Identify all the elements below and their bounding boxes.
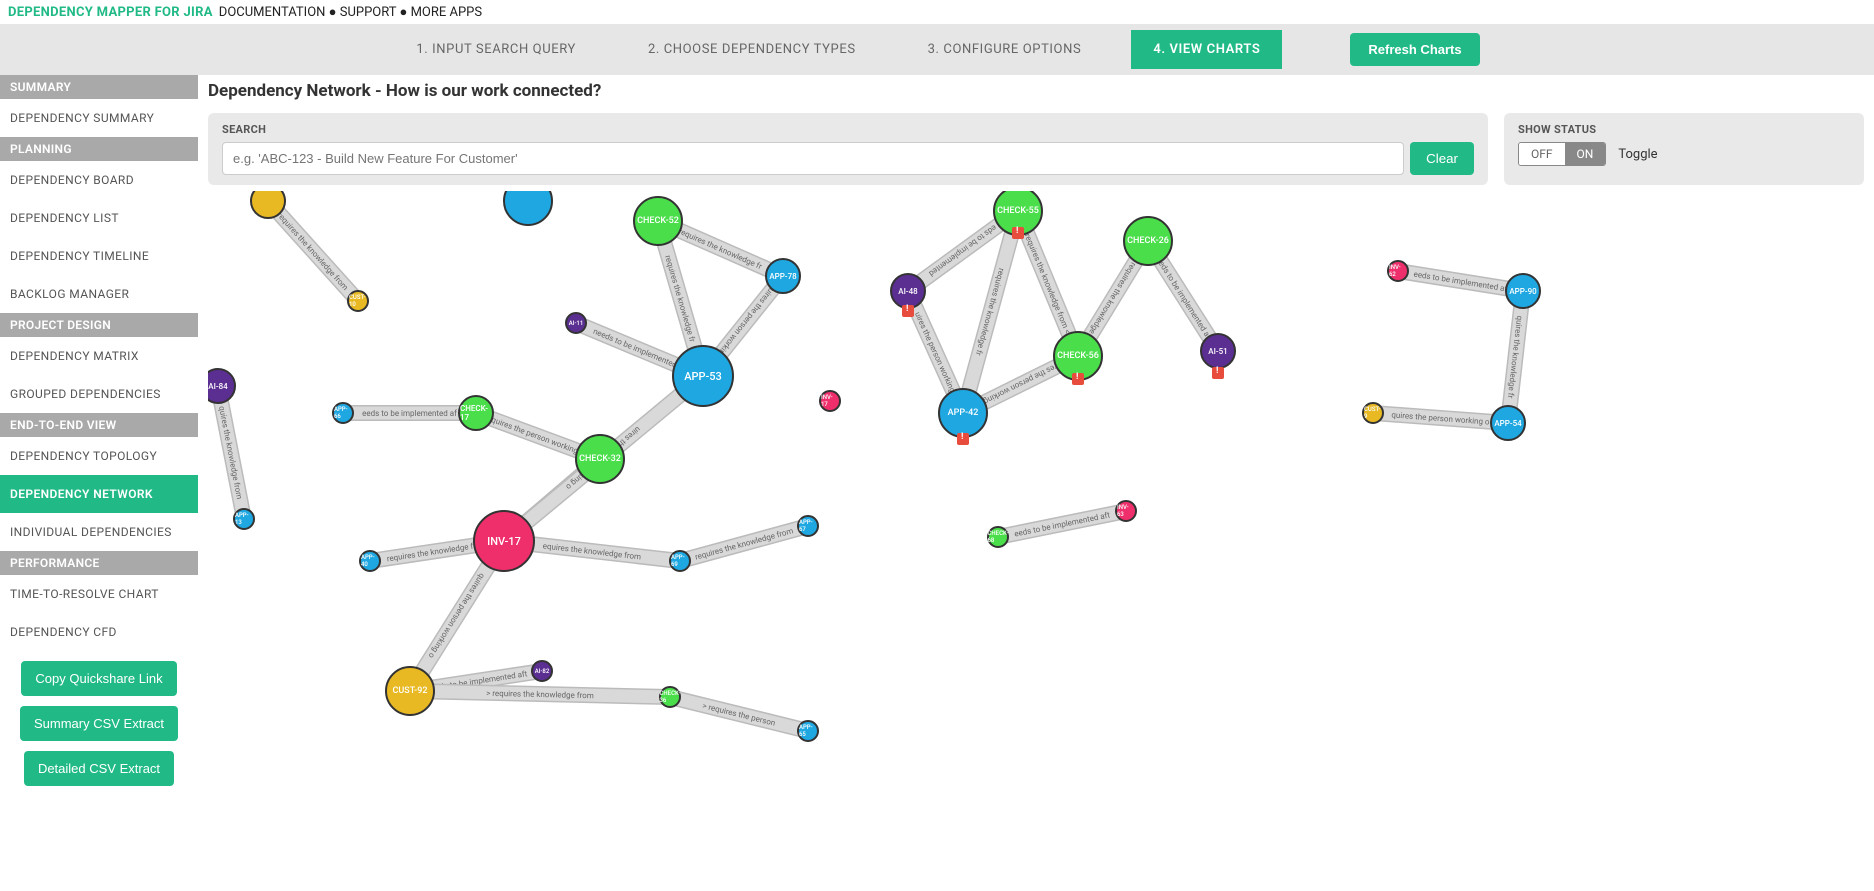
graph-node-AI-11[interactable]: AI-11 [565,312,587,334]
sidebar-item-backlog-manager[interactable]: BACKLOG MANAGER [0,275,198,313]
svg-text:requires the knowledge from: requires the knowledge from [694,526,794,561]
svg-text:requires the knowledge from: requires the knowledge from [275,211,350,292]
toggle-on: ON [1565,143,1606,165]
sidebar-section-head: SUMMARY [0,75,198,99]
sidebar-section-head: PLANNING [0,137,198,161]
sidebar-item-dependency-network[interactable]: DEPENDENCY NETWORK [0,475,198,513]
step-1[interactable]: 1. INPUT SEARCH QUERY [394,30,598,69]
sidebar-item-individual-dependencies[interactable]: INDIVIDUAL DEPENDENCIES [0,513,198,551]
svg-text:requires the knowledge: requires the knowledge [1087,261,1138,336]
svg-text:quires the person working o: quires the person working o [426,572,486,661]
warning-icon [902,305,914,317]
search-label: SEARCH [222,123,1474,136]
svg-text:requires the knowledge fr: requires the knowledge fr [663,254,697,343]
svg-text:uires the person working: uires the person working [913,311,957,394]
top-nav: DOCUMENTATION ● SUPPORT ● MORE APPS [219,4,482,20]
status-label: SHOW STATUS [1518,123,1850,136]
sidebar-button-summary-csv-extract[interactable]: Summary CSV Extract [20,706,178,741]
clear-button[interactable]: Clear [1410,142,1474,175]
toggle-off: OFF [1519,143,1565,165]
graph-node-AI-82[interactable]: AI-82 [531,660,553,682]
sidebar-section-head: END-TO-END VIEW [0,413,198,437]
svg-text:needs to be implemented af: needs to be implemented af [1152,252,1213,341]
graph-node-APP-78[interactable]: APP-78 [765,258,801,294]
sidebar-section-head: PERFORMANCE [0,551,198,575]
sidebar-button-detailed-csv-extract[interactable]: Detailed CSV Extract [24,751,174,786]
status-toggle[interactable]: OFF ON [1518,142,1606,166]
step-3[interactable]: 3. CONFIGURE OPTIONS [906,30,1104,69]
nav-more-apps[interactable]: MORE APPS [411,5,483,20]
sidebar-item-dependency-matrix[interactable]: DEPENDENCY MATRIX [0,337,198,375]
graph-node-APP-69[interactable]: APP-69 [669,550,691,572]
sidebar-item-dependency-list[interactable]: DEPENDENCY LIST [0,199,198,237]
graph-node-APP-42[interactable]: APP-42 [938,388,988,438]
graph-node-CHECK-36[interactable]: CHECK-36 [659,686,681,708]
search-panel: SEARCH Clear [208,113,1488,185]
graph-node-APP-65[interactable]: APP-65 [797,720,819,742]
nav-support[interactable]: SUPPORT [340,5,397,20]
graph-node-CHECK-26[interactable]: CHECK-26 [1123,216,1173,266]
sidebar-item-dependency-board[interactable]: DEPENDENCY BOARD [0,161,198,199]
status-panel: SHOW STATUS OFF ON Toggle [1504,113,1864,185]
step-4[interactable]: 4. VIEW CHARTS [1131,30,1282,69]
toggle-text: Toggle [1618,147,1657,162]
graph-node-APP-40[interactable]: APP-40 [359,550,381,572]
sidebar-item-dependency-cfd[interactable]: DEPENDENCY CFD [0,613,198,651]
nav-documentation[interactable]: DOCUMENTATION [219,5,326,20]
graph-node-APP-53[interactable]: APP-53 [672,345,734,407]
svg-text:requires the knowledge fr: requires the knowledge fr [677,227,763,272]
graph-node-APP-54[interactable]: APP-54 [1490,405,1526,441]
graph-node-CHECK-52[interactable]: CHECK-52 [633,196,683,246]
sidebar-section-head: PROJECT DESIGN [0,313,198,337]
warning-icon [1012,227,1024,239]
graph-node-CUST-10[interactable]: CUST-10 [347,290,369,312]
warning-icon [957,433,969,445]
graph-node-INV-17[interactable]: INV-17 [473,510,535,572]
graph-node-AI-51[interactable]: AI-51 [1200,333,1236,369]
graph-node-CUST-92[interactable]: CUST-92 [385,666,435,716]
sidebar-item-grouped-dependencies[interactable]: GROUPED DEPENDENCIES [0,375,198,413]
svg-text:eeds to be implemented af: eeds to be implemented af [362,409,457,418]
sidebar-button-copy-quickshare-link[interactable]: Copy Quickshare Link [21,661,176,696]
search-input[interactable] [222,142,1404,175]
svg-text:eds to be implemented: eds to be implemented [927,223,998,278]
step-2[interactable]: 2. CHOOSE DEPENDENCY TYPES [626,30,878,69]
warning-icon [1212,367,1224,379]
graph-node-CHECK-17[interactable]: CHECK-17 [458,395,494,431]
page-title: Dependency Network - How is our work con… [208,81,1864,101]
refresh-charts-button[interactable]: Refresh Charts [1350,33,1479,66]
steps-bar: 1. INPUT SEARCH QUERY 2. CHOOSE DEPENDEN… [0,24,1874,75]
graph-node-INV-63[interactable]: INV-63 [1115,500,1137,522]
app-logo: DEPENDENCY MAPPER FOR JIRA [8,5,213,20]
warning-icon [1072,373,1084,385]
sidebar-item-dependency-summary[interactable]: DEPENDENCY SUMMARY [0,99,198,137]
graph-node-CHECK-68[interactable]: CHECK-68 [987,526,1009,548]
graph-node-APP-66[interactable]: APP-66 [332,402,354,424]
graph-node-CHECK-32[interactable]: CHECK-32 [575,434,625,484]
svg-text:requires the knowledge from <: requires the knowledge from < [1023,232,1072,335]
sidebar-item-time-to-resolve-chart[interactable]: TIME-TO-RESOLVE CHART [0,575,198,613]
sidebar-item-dependency-timeline[interactable]: DEPENDENCY TIMELINE [0,237,198,275]
graph-node-CUST-9[interactable]: CUST-9 [1362,402,1384,424]
svg-text:uires the person working o: uires the person working o [976,359,1065,409]
graph-node-APP-67[interactable]: APP-67 [797,515,819,537]
graph-node-APP-90[interactable]: APP-90 [1505,273,1541,309]
graph-node-APP-13[interactable]: APP-13 [233,508,255,530]
network-graph[interactable]: requires the knowledge from requires the … [208,191,1864,891]
graph-node-INV-17[interactable]: INV-17 [819,390,841,412]
sidebar-item-dependency-topology[interactable]: DEPENDENCY TOPOLOGY [0,437,198,475]
sidebar: SUMMARYDEPENDENCY SUMMARYPLANNINGDEPENDE… [0,75,198,891]
graph-node-INV-62[interactable]: INV-62 [1387,260,1409,282]
svg-text:quires the person working o: quires the person working o [490,415,586,458]
